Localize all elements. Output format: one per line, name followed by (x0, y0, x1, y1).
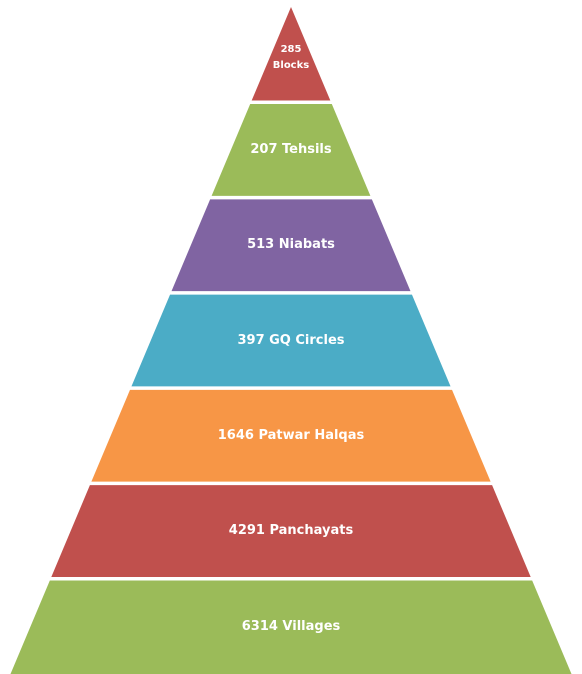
level-label: 207 Tehsils (250, 141, 332, 157)
pyramid-level (171, 199, 411, 292)
pyramid-level (91, 389, 491, 482)
level-label: 513 Niabats (247, 237, 335, 253)
pyramid-level (10, 580, 572, 674)
level-label: 6314 Villages (241, 619, 341, 635)
level-label: 285 Blocks (272, 44, 310, 72)
pyramid-level (211, 104, 371, 196)
level-label: 1646 Patwar Halqas (217, 427, 365, 443)
level-label: 4291 Panchayats (228, 522, 354, 538)
pyramid-level (131, 294, 451, 387)
level-label: 397 GQ Circles (237, 332, 345, 348)
pyramid-level (251, 7, 331, 101)
pyramid-level (51, 485, 531, 577)
